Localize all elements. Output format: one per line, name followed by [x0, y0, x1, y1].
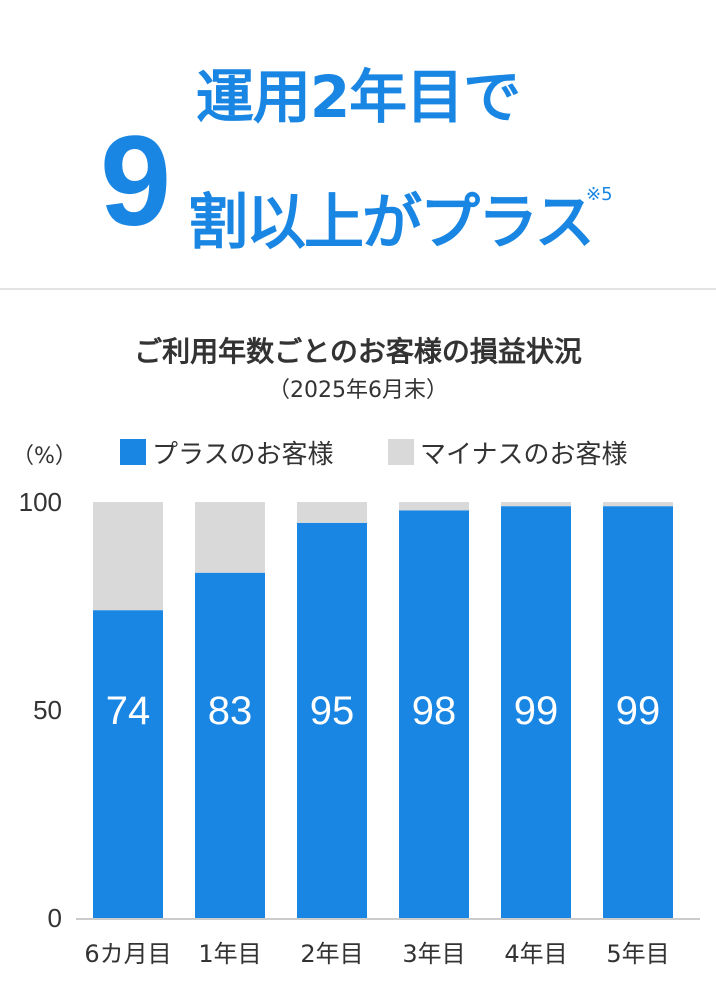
bar-value-label: 83 — [208, 689, 253, 733]
bar-plus — [195, 572, 265, 918]
bar-minus — [603, 502, 673, 507]
divider — [0, 288, 716, 290]
x-category-label: 5年目 — [606, 940, 669, 968]
x-category-label: 3年目 — [402, 940, 465, 968]
bar-value-label: 95 — [310, 689, 355, 733]
bar-value-label: 98 — [412, 689, 457, 733]
bar-plus — [603, 506, 673, 918]
bar-minus — [297, 502, 367, 523]
bar-plus — [399, 510, 469, 918]
legend-item-plus: プラスのお客様 — [120, 438, 333, 470]
bar-plus — [297, 522, 367, 918]
x-category-label: 4年目 — [504, 940, 567, 968]
legend-label-plus: プラスのお客様 — [152, 439, 334, 470]
legend-swatch-plus — [120, 439, 146, 465]
bar-plus — [501, 506, 571, 918]
legend-label-minus: マイナスのお客様 — [420, 439, 628, 470]
chart-subtitle: （2025年6月末） — [268, 378, 448, 403]
bar-value-label: 99 — [514, 689, 559, 733]
hero-line-2-text: 割以上がプラス — [188, 188, 595, 258]
y-tick-label: 50 — [33, 695, 62, 725]
chart-title: ご利用年数ごとのお客様の損益状況 — [134, 335, 582, 368]
bar-minus — [93, 502, 163, 611]
bar-minus — [195, 502, 265, 573]
bar-plus — [93, 610, 163, 918]
bar-value-label: 74 — [106, 689, 151, 733]
hero-big-number: 9 — [100, 110, 172, 253]
y-axis-unit-label: （%） — [12, 444, 77, 469]
legend-item-minus: マイナスのお客様 — [388, 438, 627, 470]
x-category-label: 2年目 — [300, 940, 363, 968]
legend-swatch-minus — [388, 439, 414, 465]
x-category-label: 1年目 — [198, 940, 261, 968]
bar-minus — [501, 502, 571, 507]
footnote-marker: ※5 — [586, 184, 613, 205]
hero-headline: 運用2年目で 9 割以上がプラス ※5 — [0, 0, 716, 290]
y-tick-label: 100 — [19, 487, 62, 517]
hero-line-1: 運用2年目で — [195, 63, 521, 131]
x-category-label: 6カ月目 — [84, 940, 171, 968]
bar-value-label: 99 — [616, 689, 661, 733]
y-tick-label: 0 — [48, 903, 62, 933]
bar-minus — [399, 502, 469, 511]
